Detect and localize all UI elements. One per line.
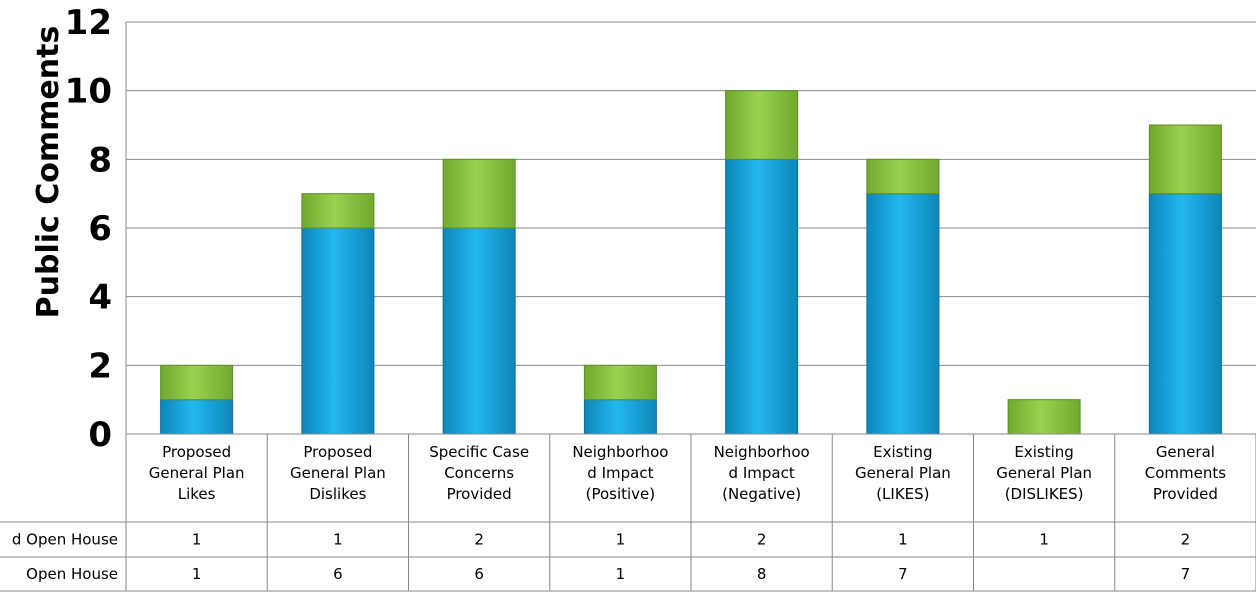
data-label: 6 — [474, 565, 484, 583]
bar-blue — [725, 158, 799, 435]
data-label: 8 — [757, 565, 767, 583]
data-label: 1 — [898, 531, 908, 549]
data-label: 6 — [333, 565, 343, 583]
bar-blue — [866, 193, 940, 435]
data-label: 7 — [898, 565, 908, 583]
bar-green — [442, 158, 516, 229]
data-label: 1 — [616, 531, 626, 549]
bar-green — [301, 193, 375, 229]
data-label: 1 — [616, 565, 626, 583]
category-label: Existing General Plan (DISLIKES) — [996, 443, 1092, 503]
category-label: Neighborhoo d Impact (Negative) — [714, 443, 810, 503]
data-label: 1 — [192, 531, 202, 549]
bars — [160, 90, 1222, 435]
y-tick-label: 10 — [65, 72, 112, 112]
data-label: 2 — [474, 531, 484, 549]
bar-green — [583, 364, 657, 401]
category-label: Neighborhoo d Impact (Positive) — [572, 443, 668, 503]
y-tick-label: 6 — [88, 209, 112, 249]
y-axis-ticks: 0 2 4 6 8 10 12 — [65, 3, 112, 455]
y-tick-label: 0 — [88, 415, 112, 455]
gridlines — [126, 21, 1256, 366]
legend-entry: d Open House — [12, 531, 118, 549]
data-table: Proposed General Plan Likes Proposed General… — [0, 433, 1256, 592]
y-tick-label: 12 — [65, 3, 112, 43]
bar-green — [1148, 124, 1222, 195]
y-tick-label: 4 — [88, 278, 112, 318]
bar-green — [1007, 399, 1081, 435]
category-label: General Comments Provided — [1145, 443, 1226, 503]
data-label: 2 — [1181, 531, 1191, 549]
bar-green — [866, 158, 940, 195]
data-label: 7 — [1181, 565, 1191, 583]
bar-blue — [1148, 193, 1222, 435]
y-axis-title: Public Comments — [31, 26, 66, 319]
category-label: Existing General Plan (LIKES) — [855, 443, 951, 503]
legend-entry: Open House — [26, 565, 118, 583]
data-label: 1 — [333, 531, 343, 549]
bar-blue — [583, 399, 657, 435]
bar-blue — [160, 399, 234, 435]
data-label: 1 — [192, 565, 202, 583]
y-tick-label: 2 — [88, 346, 112, 386]
data-label: 2 — [757, 531, 767, 549]
category-label: Proposed General Plan Likes — [149, 443, 245, 503]
bar-green — [160, 364, 234, 401]
category-label: Specific Case Concerns Provided — [429, 443, 529, 503]
data-label: 1 — [1039, 531, 1049, 549]
bar-blue — [301, 227, 375, 435]
bar-green — [725, 90, 799, 160]
bar-blue — [442, 227, 516, 435]
category-label: Proposed General Plan Dislikes — [290, 443, 386, 503]
y-tick-label: 8 — [88, 140, 112, 180]
